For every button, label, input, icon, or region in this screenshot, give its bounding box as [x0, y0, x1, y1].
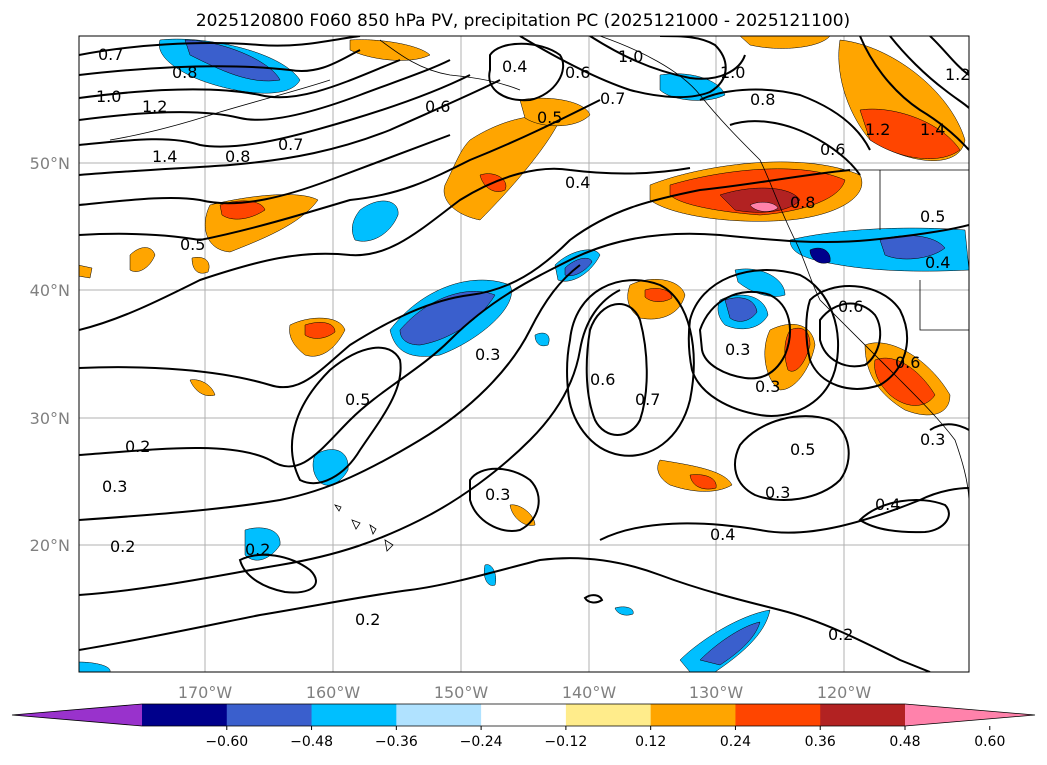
colorbar-segment: [311, 704, 397, 726]
colorbar-segment: [565, 704, 652, 726]
svg-text:0.8: 0.8: [225, 147, 250, 166]
svg-text:0.7: 0.7: [600, 89, 625, 108]
svg-text:0.5: 0.5: [790, 440, 815, 459]
svg-text:0.6: 0.6: [565, 63, 590, 82]
svg-text:0.4: 0.4: [875, 495, 900, 514]
lat-label: 50°N: [30, 154, 70, 173]
colorbar-segment: [735, 704, 821, 726]
svg-text:0.6: 0.6: [820, 140, 845, 159]
svg-text:0.4: 0.4: [925, 253, 950, 272]
map-border: [78, 35, 970, 673]
svg-text:0.6: 0.6: [590, 370, 615, 389]
svg-text:0.5: 0.5: [920, 207, 945, 226]
pv-contours: [79, 36, 969, 672]
colorbar-tick-label: 0.12: [635, 734, 666, 750]
colorbar-tick-label: −0.48: [290, 734, 333, 750]
svg-text:0.6: 0.6: [895, 353, 920, 372]
svg-text:0.3: 0.3: [102, 477, 127, 496]
colorbar-segment: [820, 704, 906, 726]
colorbar-segment: [142, 704, 228, 726]
colorbar-tick-label: −0.24: [460, 734, 503, 750]
lon-label: 170°W: [178, 683, 233, 702]
colorbar-outline: [11, 703, 1036, 727]
precip-shading: [79, 36, 969, 672]
colorbar-tick-label: 0.36: [805, 734, 836, 750]
svg-text:0.3: 0.3: [485, 485, 510, 504]
svg-text:0.5: 0.5: [180, 235, 205, 254]
svg-text:1.0: 1.0: [720, 63, 745, 82]
colorbar-tick-label: −0.12: [544, 734, 587, 750]
svg-text:0.6: 0.6: [838, 297, 863, 316]
svg-text:0.8: 0.8: [172, 63, 197, 82]
colorbar-segment: [481, 704, 567, 726]
lon-label: 120°W: [817, 683, 872, 702]
lat-label: 40°N: [30, 281, 70, 300]
svg-text:0.4: 0.4: [710, 525, 735, 544]
svg-text:0.3: 0.3: [475, 345, 500, 364]
colorbar-segment: [396, 704, 482, 726]
svg-text:1.2: 1.2: [865, 120, 890, 139]
svg-text:0.8: 0.8: [750, 90, 775, 109]
svg-text:1.0: 1.0: [618, 47, 643, 66]
colorbar-tick-label: −0.60: [205, 734, 248, 750]
longitude-labels: 170°W 160°W 150°W 140°W 130°W 120°W: [178, 683, 872, 702]
graticule: [79, 36, 969, 672]
lon-label: 130°W: [689, 683, 744, 702]
svg-text:0.8: 0.8: [790, 193, 815, 212]
lon-label: 160°W: [306, 683, 361, 702]
svg-text:1.4: 1.4: [152, 147, 177, 166]
map-title: 2025120800 F060 850 hPa PV, precipitatio…: [196, 11, 850, 31]
svg-text:1.2: 1.2: [142, 97, 167, 116]
colorbar-segment: [226, 704, 313, 726]
lat-label: 20°N: [30, 536, 70, 555]
svg-text:1.0: 1.0: [96, 87, 121, 106]
svg-text:0.2: 0.2: [125, 437, 150, 456]
colorbar-tick-label: 0.48: [889, 734, 920, 750]
svg-text:0.3: 0.3: [725, 340, 750, 359]
svg-text:0.2: 0.2: [245, 540, 270, 559]
colorbar-extend-min: [12, 704, 142, 726]
colorbar: −0.60 −0.48 −0.36 −0.24 −0.12 0.12 0.24 0.36 0.4…: [11, 703, 1036, 750]
colorbar-segment: [650, 704, 736, 726]
contour-labels: 0.7 0.8 1.0 1.2 1.4 0.8 0.7 0.6 0.4 0.5 …: [96, 45, 970, 644]
svg-text:0.5: 0.5: [537, 108, 562, 127]
svg-text:0.4: 0.4: [565, 173, 590, 192]
svg-text:1.4: 1.4: [920, 120, 945, 139]
svg-text:0.3: 0.3: [920, 430, 945, 449]
svg-text:0.6: 0.6: [425, 97, 450, 116]
colorbar-tick-label: 0.60: [974, 734, 1005, 750]
svg-text:0.2: 0.2: [828, 625, 853, 644]
svg-text:0.3: 0.3: [755, 377, 780, 396]
svg-text:0.5: 0.5: [345, 390, 370, 409]
svg-text:0.7: 0.7: [635, 390, 660, 409]
svg-text:0.3: 0.3: [765, 483, 790, 502]
svg-text:0.2: 0.2: [355, 610, 380, 629]
svg-text:0.7: 0.7: [278, 135, 303, 154]
svg-text:0.2: 0.2: [110, 537, 135, 556]
lon-label: 150°W: [434, 683, 489, 702]
colorbar-tick-label: 0.24: [720, 734, 751, 750]
latitude-labels: 50°N 40°N 30°N 20°N: [30, 154, 70, 555]
colorbar-extend-max: [905, 704, 1035, 726]
colorbar-tick-label: −0.36: [375, 734, 418, 750]
svg-text:0.7: 0.7: [98, 45, 123, 64]
lat-label: 30°N: [30, 409, 70, 428]
lon-label: 140°W: [562, 683, 617, 702]
svg-text:1.2: 1.2: [945, 65, 970, 84]
map-area: 0.7 0.8 1.0 1.2 1.4 0.8 0.7 0.6 0.4 0.5 …: [79, 36, 970, 672]
svg-text:0.4: 0.4: [502, 57, 527, 76]
